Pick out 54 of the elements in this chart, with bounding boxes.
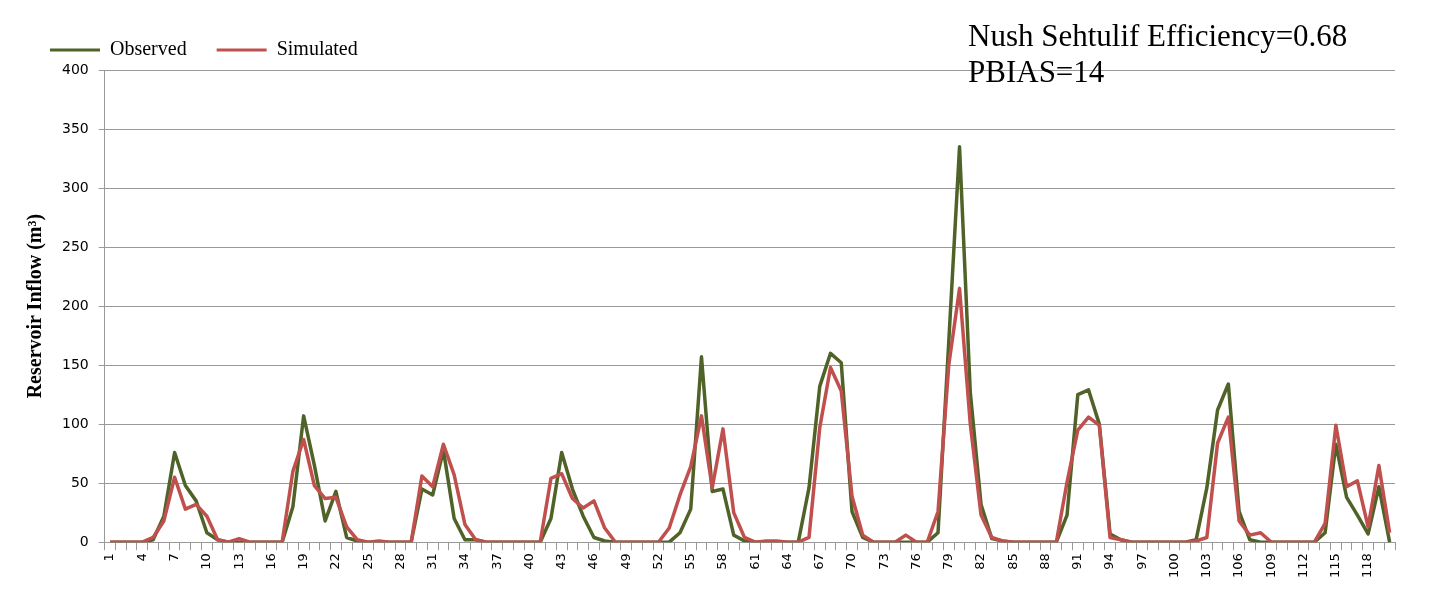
x-tick-label: 100: [1165, 553, 1181, 579]
x-tick-label: 67: [811, 553, 827, 570]
x-tick-label: 97: [1133, 553, 1149, 570]
x-tick-label: 16: [262, 553, 278, 570]
x-tick-label: 19: [295, 553, 311, 570]
x-tick-label: 91: [1069, 553, 1085, 570]
x-tick-label: 7: [165, 553, 181, 562]
y-axis-title: Reservoir Inflow (m³): [23, 213, 47, 399]
x-tick-label: 13: [230, 553, 246, 570]
x-tick-label: 58: [714, 553, 730, 570]
x-tick-label: 31: [424, 553, 440, 570]
x-tick-label: 115: [1327, 553, 1343, 579]
x-tick-label: 55: [682, 553, 698, 570]
x-tick-label: 28: [391, 553, 407, 570]
legend-label: Observed: [110, 37, 187, 60]
x-tick-label: 79: [940, 553, 956, 570]
y-tick-label: 50: [70, 473, 89, 490]
x-tick-label: 76: [907, 553, 923, 570]
x-tick-label: 25: [359, 553, 375, 570]
x-tick-label: 1: [101, 553, 117, 562]
x-tick-label: 85: [1004, 553, 1020, 570]
y-tick-label: 0: [79, 532, 89, 549]
x-tick-label: 40: [520, 553, 536, 570]
x-tick-label: 22: [327, 553, 343, 570]
x-tick-label: 10: [198, 553, 214, 570]
x-tick-label: 43: [553, 553, 569, 570]
x-tick-label: 34: [456, 553, 472, 570]
y-tick-label: 350: [61, 119, 89, 136]
x-tick-label: 4: [133, 553, 149, 562]
legend-label: Simulated: [276, 37, 358, 60]
x-tick-label: 118: [1359, 553, 1375, 579]
annotation: PBIAS=14: [968, 54, 1106, 90]
x-tick-label: 61: [746, 553, 762, 570]
y-tick-label: 400: [61, 60, 89, 77]
x-tick-label: 112: [1294, 553, 1310, 579]
x-tick-label: 64: [778, 553, 794, 570]
x-tick-label: 46: [585, 553, 601, 570]
x-tick-label: 82: [972, 553, 988, 570]
x-tick-label: 52: [649, 553, 665, 570]
x-tick-label: 49: [617, 553, 633, 570]
x-tick-label: 106: [1230, 553, 1246, 579]
x-tick-label: 94: [1101, 553, 1117, 570]
y-tick-label: 250: [61, 237, 89, 254]
x-tick-label: 103: [1198, 553, 1214, 579]
y-tick-label: 300: [61, 178, 89, 195]
text: Nush Sehtulif Efficiency=0.68: [968, 18, 1348, 54]
y-tick-label: 150: [61, 355, 89, 372]
y-tick-label: 200: [61, 296, 89, 313]
x-tick-label: 109: [1262, 553, 1278, 579]
x-tick-label: 37: [488, 553, 504, 570]
x-tick-label: 88: [1036, 553, 1052, 570]
x-tick-label: 73: [875, 553, 891, 570]
x-tick-label: 70: [843, 553, 859, 570]
y-tick-label: 100: [61, 414, 89, 431]
